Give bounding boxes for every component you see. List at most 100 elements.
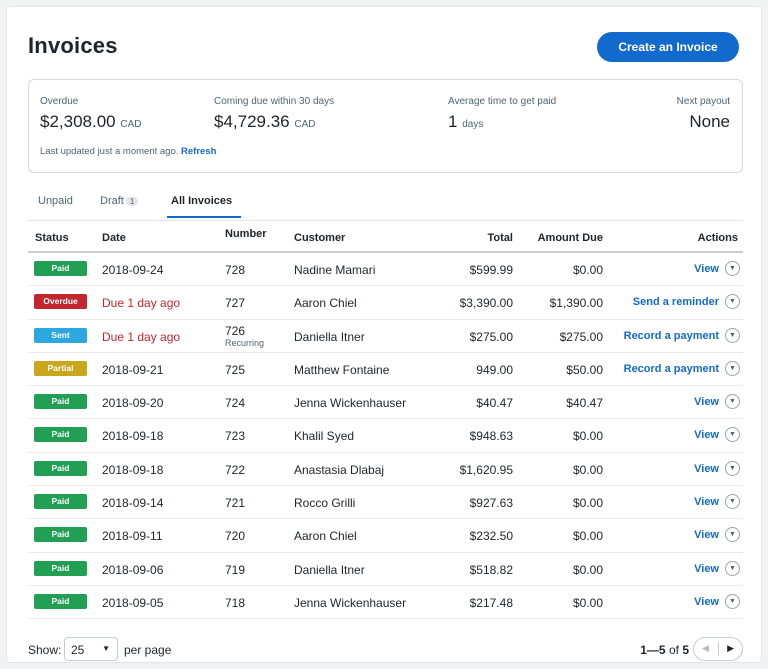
refresh-link[interactable]: Refresh — [181, 146, 217, 157]
row-action-link[interactable]: View — [694, 595, 719, 608]
tab-unpaid[interactable]: Unpaid — [38, 195, 73, 207]
create-invoice-button[interactable]: Create an Invoice — [597, 32, 739, 62]
table-row[interactable]: Paid 2018-09-05 718 Jenna Wickenhauser $217.… — [28, 586, 743, 620]
invoice-total: $275.00 — [469, 329, 513, 344]
invoice-total: $217.48 — [469, 595, 513, 610]
status-badge: Paid — [34, 427, 87, 443]
invoice-number: 724 — [225, 396, 246, 411]
tab-draft[interactable]: Draft 1 — [100, 195, 139, 207]
chevron-down-circle-icon[interactable]: ▼ — [725, 261, 740, 276]
header-amount-due[interactable]: Amount Due — [537, 232, 603, 244]
status-badge: Paid — [34, 527, 87, 543]
page-range: 1—5 of 5 — [640, 643, 689, 657]
chevron-down-circle-icon[interactable]: ▼ — [725, 527, 740, 543]
draft-count-badge: 1 — [125, 197, 139, 206]
summary-coming-due: Coming due within 30 days $4,729.36 CAD — [214, 96, 334, 132]
coming-due-amount: $4,729.36 — [214, 112, 290, 131]
invoice-number: 719 — [225, 562, 246, 577]
invoices-table: Status Date Number Customer Total Amount… — [28, 220, 743, 620]
invoice-date: 2018-09-11 — [102, 529, 163, 544]
row-action-link[interactable]: View — [694, 429, 719, 442]
avg-time-value: 1 days — [448, 112, 556, 132]
row-action-link[interactable]: Record a payment — [623, 329, 719, 342]
invoice-number: 720 — [225, 529, 246, 544]
invoice-total: $518.82 — [469, 562, 513, 577]
status-badge: Paid — [34, 560, 87, 576]
header-customer[interactable]: Customer — [294, 232, 346, 244]
header-actions: Actions — [697, 232, 738, 244]
status-badge: Paid — [34, 261, 87, 276]
customer-name: Daniella Itner — [294, 562, 365, 577]
chevron-down-circle-icon[interactable]: ▼ — [725, 560, 740, 576]
chevron-down-circle-icon[interactable]: ▼ — [725, 394, 740, 410]
row-action-link[interactable]: View — [694, 496, 719, 509]
invoice-number: 727 — [225, 296, 246, 311]
avg-time-amount: 1 — [448, 112, 458, 131]
row-action-link[interactable]: View — [694, 263, 719, 275]
amount-due: $0.00 — [572, 429, 603, 444]
chevron-down-circle-icon[interactable]: ▼ — [725, 460, 740, 476]
row-action-link[interactable]: View — [694, 562, 719, 575]
invoice-date: 2018-09-21 — [102, 362, 164, 377]
chevron-left-icon[interactable]: ◀ — [702, 643, 709, 653]
customer-name: Anastasia Dlabaj — [294, 462, 385, 477]
summary-avg-time: Average time to get paid 1 days — [448, 96, 556, 132]
table-row[interactable]: Paid 2018-09-18 723 Khalil Syed $948.63 $0.00… — [28, 419, 743, 453]
chevron-down-circle-icon[interactable]: ▼ — [725, 494, 740, 510]
invoice-number: 726 Recurring — [225, 324, 264, 348]
last-updated: Last updated just a moment ago. Refresh — [40, 146, 216, 157]
tab-all-invoices[interactable]: All Invoices — [171, 195, 233, 207]
table-row[interactable]: Sent Due 1 day ago 726 Recurring Daniella It… — [28, 320, 743, 353]
header-total[interactable]: Total — [487, 232, 513, 244]
chevron-down-circle-icon[interactable]: ▼ — [725, 327, 740, 343]
table-row[interactable]: Paid 2018-09-24 728 Nadine Mamari $599.99 $0.… — [28, 253, 743, 287]
table-row[interactable]: Partial 2018-09-21 725 Matthew Fontaine 949.… — [28, 353, 743, 387]
chevron-down-circle-icon[interactable]: ▼ — [725, 427, 740, 443]
table-row[interactable]: Paid 2018-09-20 724 Jenna Wickenhauser $40.4… — [28, 386, 743, 420]
row-action-link[interactable]: View — [694, 462, 719, 475]
amount-due: $40.47 — [566, 396, 603, 411]
row-action-link[interactable]: View — [694, 529, 719, 542]
table-row[interactable]: Paid 2018-09-11 720 Aaron Chiel $232.50 $0.00… — [28, 519, 743, 553]
last-updated-text: Last updated just a moment ago. — [40, 146, 179, 157]
row-action-link[interactable]: Send a reminder — [632, 296, 719, 309]
header-date[interactable]: Date — [102, 232, 126, 244]
tab-draft-label: Draft — [100, 195, 124, 207]
invoice-total: 949.00 — [476, 362, 513, 377]
chevron-right-icon[interactable]: ▶ — [727, 643, 734, 653]
chevron-down-circle-icon[interactable]: ▼ — [725, 294, 740, 310]
customer-name: Nadine Mamari — [294, 263, 376, 277]
invoice-date: 2018-09-06 — [102, 562, 164, 577]
invoice-total: $40.47 — [476, 396, 513, 411]
amount-due: $275.00 — [559, 329, 603, 344]
header-number[interactable]: Number — [225, 228, 267, 240]
table-row[interactable]: Overdue Due 1 day ago 727 Aaron Chiel $3,390… — [28, 286, 743, 320]
chevron-down-circle-icon[interactable]: ▼ — [725, 360, 740, 376]
pagination-footer: Show: 25 ▼ per page 1—5 of 5 ◀ ▶ — [28, 637, 743, 661]
status-badge: Paid — [34, 460, 87, 476]
row-action-link[interactable]: View — [694, 396, 719, 409]
status-badge: Paid — [34, 593, 87, 609]
overdue-unit: CAD — [120, 119, 142, 130]
table-row[interactable]: Paid 2018-09-06 719 Daniella Itner $518.82 $0… — [28, 553, 743, 586]
invoice-total: $3,390.00 — [459, 296, 513, 311]
coming-due-unit: CAD — [294, 119, 316, 130]
summary-next-payout: Next payout None — [677, 96, 730, 132]
summary-panel: Overdue $2,308.00 CAD Coming due within … — [28, 79, 743, 173]
amount-due: $1,390.00 — [549, 296, 603, 311]
status-badge: Overdue — [34, 294, 87, 310]
invoice-number: 723 — [225, 429, 246, 444]
table-row[interactable]: Paid 2018-09-14 721 Rocco Grilli $927.63 $0.0… — [28, 486, 743, 520]
table-row[interactable]: Paid 2018-09-18 722 Anastasia Dlabaj $1,620.… — [28, 453, 743, 487]
invoice-date: 2018-09-05 — [102, 595, 164, 610]
per-page-select[interactable]: 25 ▼ — [64, 637, 118, 661]
invoice-total: $1,620.95 — [459, 462, 513, 477]
customer-name: Matthew Fontaine — [294, 362, 390, 377]
header-status[interactable]: Status — [35, 232, 69, 244]
row-action-link[interactable]: Record a payment — [623, 362, 719, 375]
invoice-date: 2018-09-20 — [102, 396, 164, 411]
chevron-down-circle-icon[interactable]: ▼ — [725, 593, 740, 609]
customer-name: Jenna Wickenhauser — [294, 595, 407, 610]
show-label: Show: — [28, 643, 62, 657]
invoice-total: $927.63 — [469, 496, 513, 511]
